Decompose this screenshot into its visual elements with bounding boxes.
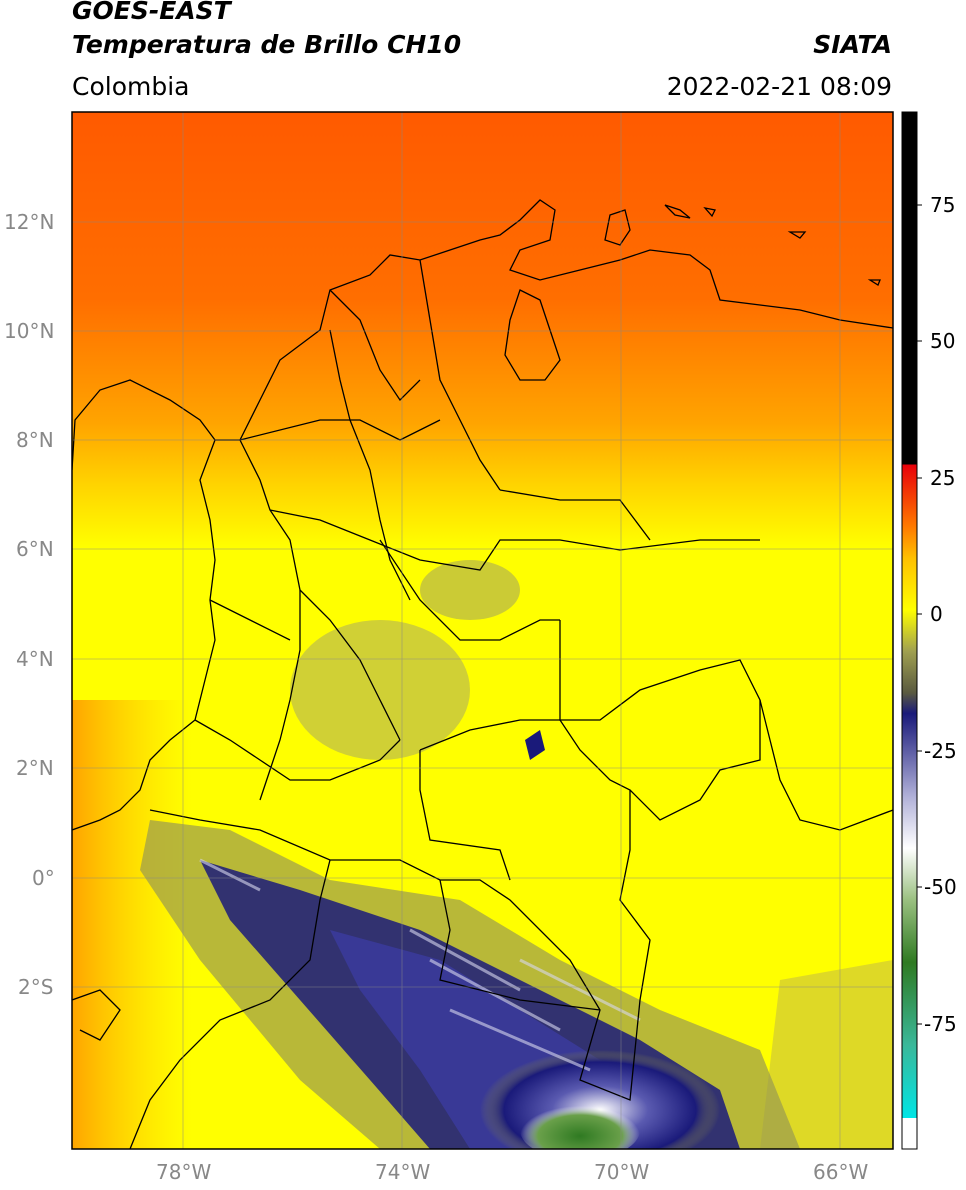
graticule [72,112,893,1149]
lon-label-66w: 66°W [813,1160,869,1184]
colorbar-label-neg75: -75 [924,1012,957,1036]
map-frame [71,111,894,1150]
agency-label: SIATA [813,30,892,59]
lon-label-78w: 78°W [156,1160,212,1184]
lat-label-4n: 4°N [16,647,54,671]
lon-label-70w: 70°W [594,1160,650,1184]
lat-label-2n: 2°N [16,756,54,780]
lat-label-6n: 6°N [16,537,54,561]
colorbar-label-0: 0 [930,602,943,626]
lat-label-12n: 12°N [4,210,55,234]
colorbar-label-50: 50 [930,329,956,353]
colorbar [901,111,918,1150]
product-title: Temperatura de Brillo CH10 [72,30,462,59]
datetime-label: 2022-02-21 08:09 [666,72,892,101]
region-label: Colombia [72,72,190,101]
colorbar-label-neg50: -50 [924,875,957,899]
satellite-title: GOES-EAST [72,0,231,25]
lat-label-0: 0° [32,866,55,890]
colorbar-label-neg25: -25 [924,739,957,763]
lat-label-8n: 8°N [16,428,54,452]
lon-label-74w: 74°W [375,1160,431,1184]
lat-label-2s: 2°S [18,975,54,999]
colorbar-ticks [917,204,922,1025]
colorbar-label-75: 75 [930,193,956,217]
borders [72,199,893,1149]
colorbar-label-25: 25 [930,466,956,490]
lat-label-10n: 10°N [4,319,55,343]
map-image [72,112,893,1149]
